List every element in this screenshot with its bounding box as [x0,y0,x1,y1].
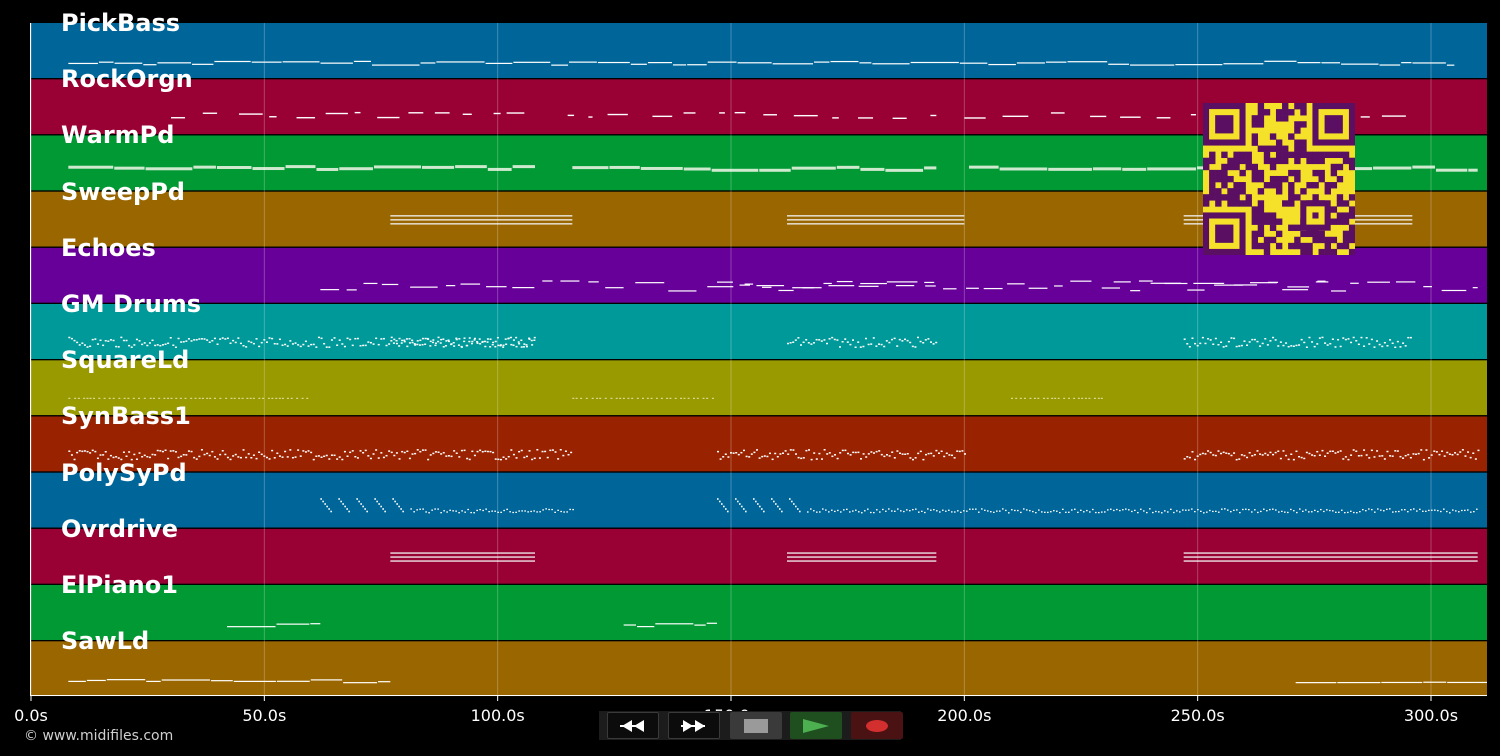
lane-divider [31,696,1487,698]
lane-divider [31,640,1487,642]
lane-divider [31,246,1487,248]
note-segment [1183,449,1480,461]
track-lane[interactable] [31,247,1487,303]
axis-line [31,695,1487,696]
grid-line [263,23,265,698]
tick-mark [1430,695,1432,701]
note-segment [68,60,1455,66]
lane-divider [31,78,1487,80]
track-lane[interactable] [31,360,1487,416]
note-segment [623,622,717,628]
grid-line [963,23,965,698]
track-lane[interactable] [31,472,1487,528]
note-segment [717,449,966,461]
track-name-label: SawLd [61,627,150,656]
grid-line [730,23,732,698]
grid-line [1430,23,1432,698]
record-icon [866,719,888,732]
play-icon [803,718,829,733]
note-segment [1113,280,1478,292]
note-segment [1183,552,1478,562]
stop-icon [744,718,768,733]
track-name-label: Echoes [61,233,156,262]
lane-divider [31,359,1487,361]
lane-divider [31,190,1487,192]
tick-mark [30,695,32,701]
track-name-label: GM Drums [61,290,202,318]
note-segment [68,397,309,399]
tick-mark [1197,695,1199,701]
tick-label: 50.0s [242,706,287,725]
tick-mark [263,695,265,701]
track-lane[interactable] [31,585,1487,640]
tick-mark [963,695,965,701]
note-segment [572,165,937,172]
note-segment [320,280,935,292]
note-segment [320,498,574,514]
tick-label: 250.0s [1170,706,1225,725]
track-name-label: SweepPd [61,177,185,206]
track-name-label: ElPiano1 [61,571,178,599]
note-segment [390,552,535,562]
note-segment [1011,397,1103,399]
track-name-label: Ovrdrive [61,514,179,543]
track-lane[interactable] [31,416,1487,472]
track-name-label: SynBass1 [61,402,191,431]
axis-left-line [30,23,31,696]
note-segment [787,552,937,562]
qr-code [1203,103,1356,256]
lane-divider [31,527,1487,529]
rewind-button[interactable] [607,712,659,739]
stop-button[interactable] [730,712,782,739]
note-segment [68,679,391,684]
track-name-label: RockOrgn [61,65,193,94]
lane-divider [31,415,1487,417]
tick-label: 300.0s [1403,706,1459,725]
note-segment [1183,336,1412,349]
track-lane[interactable] [31,304,1487,359]
note-segment [390,215,573,225]
rewind-icon [620,719,644,732]
lane-divider [31,302,1487,304]
track-name-label: WarmPd [61,121,175,150]
track-lane[interactable] [31,528,1487,584]
note-segment [68,165,535,171]
note-segment [572,397,714,399]
note-segment [390,336,536,348]
fast-forward-button[interactable] [668,712,720,739]
tick-label: 200.0s [937,706,992,725]
copyright-text: © www.midifiles.com [24,728,174,744]
lane-divider [31,583,1487,585]
tick-mark [730,695,732,701]
note-segment [717,498,1478,514]
track-lane[interactable] [31,641,1487,697]
fast-forward-icon [681,719,705,732]
note-segment [171,111,525,119]
tick-label: 100.0s [470,706,525,725]
track-lane[interactable] [31,23,1487,78]
note-segment [1295,681,1487,684]
tick-mark [497,695,499,701]
note-segment [227,623,321,628]
note-segment [787,336,938,348]
note-segment [787,215,965,225]
note-segment [68,449,573,461]
note-segment [567,111,937,120]
track-name-label: PolySyPd [61,458,187,487]
tick-label: 0.0s [14,706,48,725]
lane-divider [31,134,1487,136]
grid-line [1197,23,1199,698]
record-button[interactable] [851,712,903,739]
lane-divider [31,471,1487,473]
track-name-label: SquareLd [61,346,190,375]
play-button[interactable] [790,712,842,739]
track-name-label: PickBass [61,9,181,37]
transport-controls [599,711,903,740]
grid-line [497,23,499,698]
